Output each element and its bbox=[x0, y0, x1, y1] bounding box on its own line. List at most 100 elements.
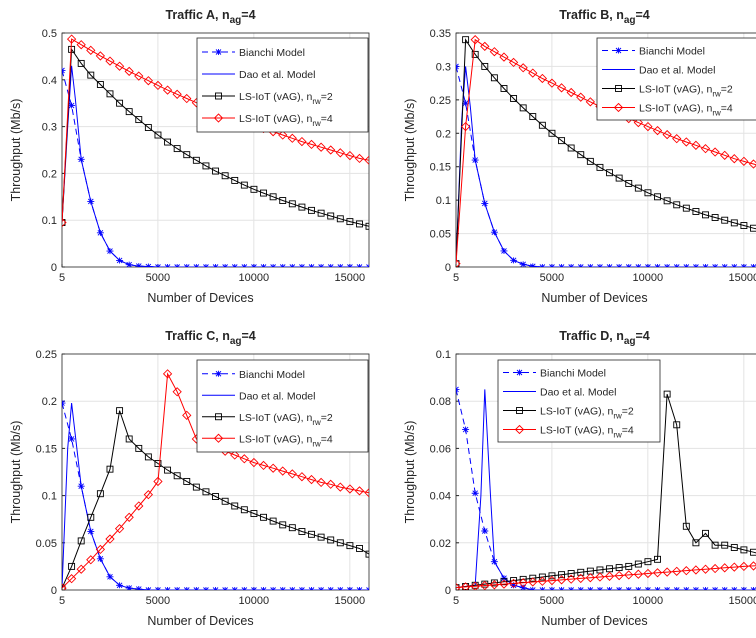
data-point bbox=[95, 544, 106, 555]
legend-marker bbox=[613, 102, 624, 113]
data-point bbox=[462, 426, 470, 433]
x-axis-label: Number of Devices bbox=[541, 614, 647, 628]
legend-marker bbox=[213, 113, 224, 123]
legend-label: LS-IoT (vAG), nrw=4 bbox=[239, 433, 333, 448]
y-tick-label: 0 bbox=[51, 585, 57, 597]
y-tick-label: 0.1 bbox=[436, 195, 451, 207]
data-point bbox=[537, 73, 548, 84]
data-point bbox=[114, 61, 125, 71]
legend-label: LS-IoT (vAG), nrw=4 bbox=[239, 113, 333, 128]
data-point bbox=[500, 85, 508, 92]
data-point bbox=[202, 488, 210, 496]
data-point bbox=[471, 50, 479, 58]
data-point bbox=[288, 524, 296, 532]
data-point bbox=[711, 214, 719, 221]
data-point bbox=[644, 558, 652, 566]
data-point bbox=[624, 570, 634, 580]
y-axis-label: Throughput (Mb/s) bbox=[403, 421, 417, 524]
data-point bbox=[258, 460, 269, 471]
legend: Bianchi Model Dao et al. Model LS-IoT (vAG… bbox=[596, 37, 756, 121]
data-point bbox=[62, 217, 67, 228]
data-point bbox=[462, 100, 470, 107]
data-point bbox=[499, 579, 509, 589]
data-point bbox=[221, 172, 229, 180]
data-point bbox=[460, 121, 471, 132]
data-point bbox=[365, 222, 369, 230]
chart-panel-2: 5 5000 10000 15000 0 0.05 0.1 0.15 0.2 0.25 0.3 0.3… bbox=[403, 8, 756, 305]
legend-label: LS-IoT (vAG), nrw=2 bbox=[540, 406, 634, 421]
y-tick-label: 0 bbox=[445, 262, 451, 274]
y-tick-label: 0.3 bbox=[436, 61, 451, 73]
data-point bbox=[577, 151, 585, 159]
data-point bbox=[114, 524, 125, 534]
chart-panel-3: 5 5000 10000 15000 0 0.05 0.1 0.15 0.2 0.25 Number… bbox=[9, 329, 370, 628]
data-point bbox=[710, 147, 720, 157]
data-point bbox=[153, 80, 163, 91]
data-point bbox=[346, 218, 354, 226]
legend-marker bbox=[516, 369, 523, 376]
data-point bbox=[548, 129, 556, 137]
data-point bbox=[192, 483, 200, 491]
data-point bbox=[750, 548, 756, 556]
data-point bbox=[298, 203, 306, 211]
data-point bbox=[456, 259, 461, 267]
y-tick-label: 0.02 bbox=[430, 538, 451, 550]
x-axis-label: Number of Devices bbox=[147, 291, 253, 305]
data-point bbox=[471, 490, 479, 497]
data-point bbox=[240, 181, 248, 189]
legend-label: LS-IoT (vAG), nrw=2 bbox=[639, 84, 733, 99]
legend-box bbox=[196, 37, 369, 133]
data-point bbox=[173, 145, 181, 153]
data-point bbox=[702, 529, 709, 537]
y-tick-label: 0.25 bbox=[430, 95, 451, 107]
data-point bbox=[183, 151, 191, 159]
data-point bbox=[489, 580, 500, 590]
x-tick-label: 5 bbox=[453, 595, 459, 607]
series-line-2 bbox=[62, 65, 369, 267]
data-point bbox=[663, 197, 671, 205]
data-point bbox=[481, 528, 489, 534]
data-point bbox=[538, 121, 546, 129]
data-point bbox=[77, 59, 85, 67]
legend-label: Bianchi Model bbox=[239, 47, 305, 59]
series-group bbox=[456, 386, 756, 590]
x-tick-label: 5000 bbox=[146, 272, 170, 284]
series-group bbox=[62, 369, 369, 590]
data-point bbox=[748, 159, 756, 169]
data-point bbox=[615, 564, 623, 572]
legend-label: LS-IoT (vAG), nrw=4 bbox=[540, 425, 634, 440]
data-point bbox=[62, 583, 67, 590]
data-point bbox=[528, 577, 538, 587]
data-point bbox=[490, 74, 498, 82]
data-point bbox=[153, 476, 163, 487]
data-point bbox=[537, 576, 548, 586]
chart-title: Traffic D, nag=4 bbox=[559, 329, 650, 347]
data-point bbox=[548, 572, 556, 580]
data-point bbox=[354, 153, 365, 164]
data-point bbox=[308, 206, 315, 214]
data-point bbox=[364, 488, 369, 498]
data-point bbox=[192, 156, 200, 164]
data-point bbox=[335, 482, 345, 492]
data-point bbox=[250, 510, 258, 517]
data-point bbox=[124, 512, 134, 522]
data-point bbox=[643, 121, 653, 132]
data-point bbox=[586, 157, 594, 165]
data-point bbox=[135, 444, 143, 452]
y-tick-label: 0.35 bbox=[430, 28, 451, 40]
legend-label: Bianchi Model bbox=[639, 46, 705, 58]
data-point bbox=[480, 41, 490, 52]
data-point bbox=[691, 140, 701, 150]
data-point bbox=[662, 129, 672, 140]
chart-title: Traffic C, nag=4 bbox=[165, 329, 256, 347]
data-point bbox=[239, 454, 249, 464]
data-point bbox=[365, 550, 369, 558]
x-tick-label: 5000 bbox=[540, 595, 564, 607]
data-point bbox=[729, 154, 739, 164]
data-point bbox=[577, 568, 585, 576]
x-tick-label: 5000 bbox=[540, 272, 564, 284]
data-point bbox=[576, 573, 586, 584]
data-point bbox=[692, 539, 700, 547]
legend-marker bbox=[215, 92, 222, 100]
